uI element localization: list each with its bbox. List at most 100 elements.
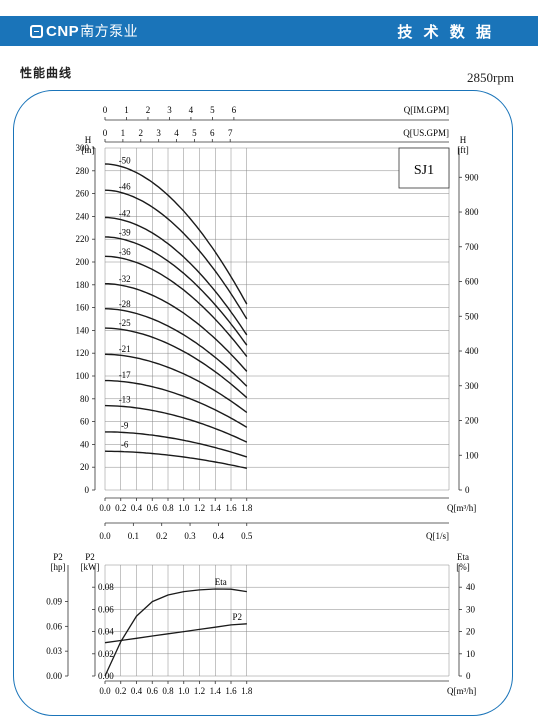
head-curve-label: -28 — [119, 299, 131, 309]
y-left-tick-label: 260 — [76, 189, 90, 199]
head-curve — [104, 450, 247, 469]
p-eta-tick-label: 10 — [466, 649, 476, 659]
p-x-tick-label: 0.0 — [99, 686, 111, 696]
model-box: SJ1 — [398, 147, 450, 189]
y-right-tick-label: 0 — [465, 485, 470, 495]
p-hp-tick-label: 0.03 — [46, 646, 62, 656]
y-left-tick-label: 100 — [76, 371, 90, 381]
head-chart-group: 0204060801001201401601802002202402602803… — [76, 105, 480, 541]
y-left-tick-label: 140 — [76, 325, 90, 335]
head-curve-label: -25 — [119, 318, 131, 328]
bottom-ls-tick-label: 0.2 — [156, 531, 167, 541]
head-curve-label: -6 — [121, 440, 129, 450]
head-curve — [104, 327, 248, 399]
head-curve-label: -9 — [121, 421, 129, 431]
p-hp-tick-label: 0.06 — [46, 621, 62, 631]
head-curve — [104, 189, 248, 320]
y-right-tick-label: 900 — [465, 172, 479, 182]
top-im-tick-label: 4 — [189, 105, 194, 115]
logo-text: CNP — [46, 22, 80, 40]
bottom-ls-tick-label: 0.1 — [128, 531, 139, 541]
p-x-tick-label: 1.6 — [225, 686, 237, 696]
head-curve — [104, 236, 248, 346]
eta-curve-label: Eta — [215, 577, 227, 587]
chart-frame — [13, 90, 513, 716]
y-left-tick-label: 40 — [80, 439, 90, 449]
rpm-label: 2850rpm — [467, 70, 514, 85]
head-curve — [104, 216, 248, 336]
x-tick-label: 0.8 — [162, 503, 174, 513]
head-curve — [105, 283, 248, 372]
head-curve-label: -46 — [119, 182, 131, 192]
top-us-tick-label: 0 — [103, 128, 108, 138]
bottom-ls-tick-label: 0.4 — [213, 531, 225, 541]
p-x-tick-label: 1.8 — [241, 686, 253, 696]
head-curve-label: -36 — [119, 247, 131, 257]
top-im-tick-label: 6 — [232, 105, 237, 115]
y-right-tick-label: 300 — [465, 381, 479, 391]
head-curve-label: -39 — [119, 228, 131, 238]
head-curve-label: -21 — [119, 344, 131, 354]
top-us-tick-label: 4 — [174, 128, 179, 138]
head-curve-label: -32 — [119, 274, 131, 284]
p-eta-axis-label: Eta [%] — [456, 552, 470, 572]
p-x-tick-label: 1.2 — [194, 686, 205, 696]
y-left-tick-label: 160 — [76, 303, 90, 313]
y-left-tick-label: 60 — [80, 417, 90, 427]
page-title: 性能曲线 — [20, 66, 73, 80]
top-us-tick-label: 5 — [192, 128, 197, 138]
p-x-tick-label: 1.0 — [178, 686, 190, 696]
x-tick-label: 1.4 — [210, 503, 222, 513]
p-hp-tick-label: 0.00 — [46, 671, 62, 681]
head-curve — [104, 255, 248, 358]
x-tick-label: 1.0 — [178, 503, 190, 513]
x-tick-label: 0.4 — [131, 503, 143, 513]
p-eta-tick-label: 40 — [466, 582, 476, 592]
y-left-tick-label: 200 — [76, 257, 90, 267]
logo-chinese: 南方泵业 — [80, 23, 139, 39]
p-x-tick-label: 0.6 — [147, 686, 159, 696]
p-x-tick-label: 0.4 — [131, 686, 143, 696]
p2-curve-label: P2 — [233, 612, 243, 622]
x-tick-label: 1.6 — [225, 503, 237, 513]
top-im-axis-label: Q[IM.GPM] — [404, 105, 449, 115]
head-curve — [105, 379, 248, 428]
y-right-axis-label: H [ft] — [457, 135, 469, 155]
p-eta-tick-label: 0 — [466, 671, 471, 681]
bottom-ls-tick-label: 0.0 — [99, 531, 111, 541]
head-curve — [104, 308, 248, 387]
y-right-tick-label: 500 — [465, 311, 479, 321]
p-kw-tick-label: 0.04 — [98, 627, 114, 637]
power-chart-group: 0.00 0.02 0.04 0.06 0.08 0.00 0.03 0.06 0.09 0 10 2… — [46, 552, 476, 696]
p-kw-tick-label: 0.06 — [98, 604, 114, 614]
y-right-tick-label: 200 — [465, 416, 479, 426]
p-kw-axis-label: P2 [kW] — [81, 552, 100, 572]
y-right-tick-label: 800 — [465, 207, 479, 217]
head-curve — [104, 404, 248, 443]
p-kw-tick-label: 0.08 — [98, 582, 114, 592]
p-hp-tick-label: 0.09 — [46, 597, 62, 607]
p2-curve — [104, 623, 247, 644]
head-curve-label: -17 — [119, 370, 131, 380]
y-left-tick-label: 180 — [76, 280, 90, 290]
head-curve — [105, 431, 248, 458]
x-axis-label: Q[m³/h] — [447, 503, 476, 513]
top-im-tick-label: 5 — [210, 105, 215, 115]
head-curve — [104, 353, 248, 414]
y-left-tick-label: 80 — [80, 394, 90, 404]
p-kw-tick-label: 0.00 — [98, 671, 114, 681]
top-us-tick-label: 6 — [210, 128, 215, 138]
section-header-title: 技 术 数 据 — [397, 23, 494, 41]
y-left-tick-label: 280 — [76, 166, 90, 176]
p-hp-axis-label: P2 [hp] — [51, 552, 66, 572]
bottom-ls-axis-label: Q[1/s] — [426, 531, 449, 541]
head-curve-label: -13 — [119, 395, 131, 405]
y-right-tick-label: 400 — [465, 346, 479, 356]
top-im-tick-label: 1 — [124, 105, 129, 115]
x-tick-label: 0.2 — [115, 503, 126, 513]
eta-curve — [104, 588, 247, 677]
x-tick-label: 0.6 — [147, 503, 159, 513]
y-left-tick-label: 300 — [76, 143, 90, 153]
top-us-tick-label: 2 — [139, 128, 144, 138]
